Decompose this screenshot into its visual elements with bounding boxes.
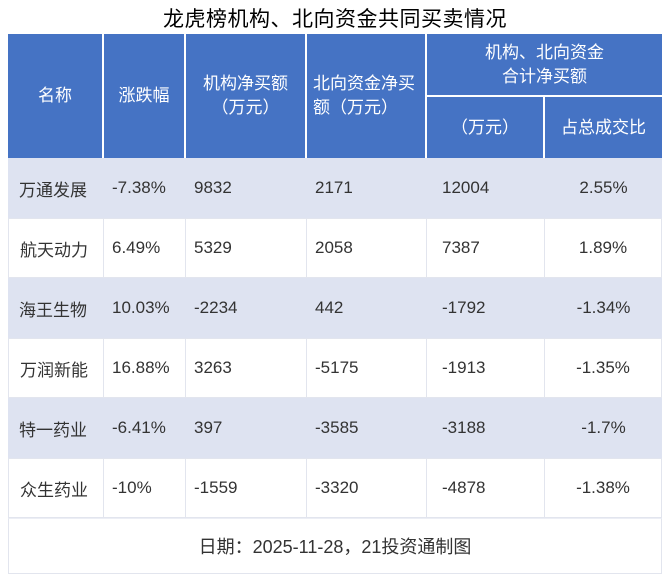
cell-name: 海王生物: [8, 278, 104, 338]
data-table: 名称 涨跌幅 机构净买额 （万元） 北向资金净买 额（万元） 机构、北向资金 合…: [8, 34, 662, 574]
table-header: 名称 涨跌幅 机构净买额 （万元） 北向资金净买 额（万元） 机构、北向资金 合…: [8, 34, 662, 158]
table-row: 海王生物 10.03% -2234 442 -1792 -1.34%: [8, 278, 662, 338]
cell-combined-amount: -1913: [427, 338, 545, 398]
cell-combined-pct: -1.38%: [545, 458, 662, 518]
table-row: 特一药业 -6.41% 397 -3585 -3188 -1.7%: [8, 398, 662, 458]
cell-north-net-buy: -3585: [307, 398, 427, 458]
cell-inst-net-buy: -2234: [186, 278, 307, 338]
col-header-inst-net-buy: 机构净买额 （万元）: [186, 34, 307, 158]
cell-name: 众生药业: [8, 458, 104, 518]
table-row: 航天动力 6.49% 5329 2058 7387 1.89%: [8, 218, 662, 278]
cell-north-net-buy: -3320: [307, 458, 427, 518]
cell-inst-net-buy: 9832: [186, 158, 307, 218]
table-body: 万通发展 -7.38% 9832 2171 12004 2.55% 航天动力 6…: [8, 158, 662, 518]
cell-north-net-buy: 442: [307, 278, 427, 338]
page-title: 龙虎榜机构、北向资金共同买卖情况: [163, 8, 507, 31]
col-header-combined-amount: （万元）: [427, 97, 545, 158]
col-header-north-net-buy: 北向资金净买 额（万元）: [307, 34, 427, 158]
cell-combined-amount: 12004: [427, 158, 545, 218]
cell-name: 万通发展: [8, 158, 104, 218]
cell-name: 航天动力: [8, 218, 104, 278]
cell-change: 6.49%: [104, 218, 186, 278]
col-header-combined-group: 机构、北向资金 合计净买额: [427, 34, 662, 97]
cell-change: -6.41%: [104, 398, 186, 458]
table-footer: 日期：2025-11-28，21投资通制图: [8, 518, 662, 574]
col-header-name: 名称: [8, 34, 104, 158]
cell-inst-net-buy: 397: [186, 398, 307, 458]
cell-inst-net-buy: 5329: [186, 218, 307, 278]
cell-combined-pct: 1.89%: [545, 218, 662, 278]
footer-note: 日期：2025-11-28，21投资通制图: [8, 518, 662, 574]
col-header-change: 涨跌幅: [104, 34, 186, 158]
cell-combined-amount: -4878: [427, 458, 545, 518]
cell-combined-amount: -1792: [427, 278, 545, 338]
cell-combined-pct: -1.35%: [545, 338, 662, 398]
cell-inst-net-buy: 3263: [186, 338, 307, 398]
col-header-combined-pct: 占总成交比: [545, 97, 662, 158]
cell-north-net-buy: 2171: [307, 158, 427, 218]
table-row: 万润新能 16.88% 3263 -5175 -1913 -1.35%: [8, 338, 662, 398]
cell-change: 10.03%: [104, 278, 186, 338]
cell-name: 特一药业: [8, 398, 104, 458]
cell-combined-pct: 2.55%: [545, 158, 662, 218]
table-row: 万通发展 -7.38% 9832 2171 12004 2.55%: [8, 158, 662, 218]
cell-combined-amount: 7387: [427, 218, 545, 278]
table-row: 众生药业 -10% -1559 -3320 -4878 -1.38%: [8, 458, 662, 518]
cell-change: -10%: [104, 458, 186, 518]
cell-north-net-buy: 2058: [307, 218, 427, 278]
cell-name: 万润新能: [8, 338, 104, 398]
cell-combined-pct: -1.34%: [545, 278, 662, 338]
table-container: 名称 涨跌幅 机构净买额 （万元） 北向资金净买 额（万元） 机构、北向资金 合…: [8, 34, 662, 574]
cell-north-net-buy: -5175: [307, 338, 427, 398]
cell-inst-net-buy: -1559: [186, 458, 307, 518]
cell-change: -7.38%: [104, 158, 186, 218]
cell-combined-pct: -1.7%: [545, 398, 662, 458]
cell-change: 16.88%: [104, 338, 186, 398]
cell-combined-amount: -3188: [427, 398, 545, 458]
